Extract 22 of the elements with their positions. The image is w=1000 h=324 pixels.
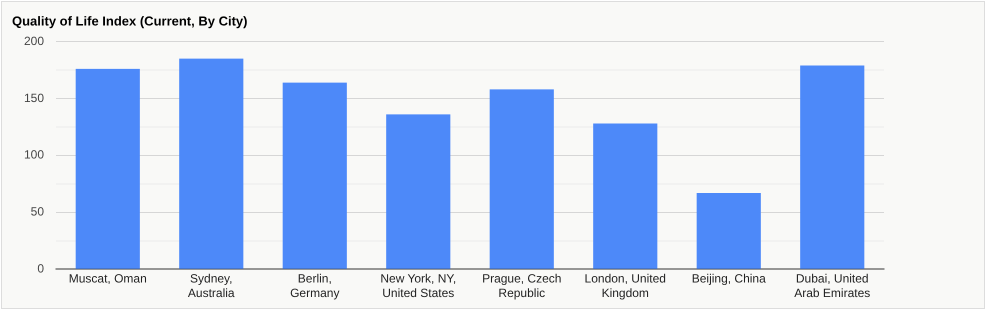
y-tick-label: 150	[24, 90, 44, 105]
bar	[696, 192, 761, 269]
x-tick-label: Sydney, Australia	[188, 272, 235, 300]
bar	[386, 114, 450, 269]
x-tick-label: Prague, Czech Republic	[482, 272, 562, 300]
x-tick-label: New York, NY, United States	[380, 272, 456, 300]
y-tick-label: 0	[37, 262, 44, 276]
x-tick-label: London, United Kingdom	[584, 272, 666, 300]
bar	[76, 68, 140, 269]
y-tick-label: 50	[30, 204, 44, 219]
x-tick-label: Dubai, United Arab Emirates	[794, 272, 870, 300]
x-tick-label: Berlin, Germany	[290, 272, 340, 300]
x-tick-label: Muscat, Oman	[68, 272, 147, 286]
x-tick-label: Beijing, China	[692, 272, 766, 286]
chart-title: Quality of Life Index (Current, By City)	[12, 13, 248, 28]
bar	[800, 66, 864, 269]
bar	[593, 124, 658, 269]
bar	[179, 58, 244, 269]
y-tick-label: 100	[24, 148, 44, 162]
bar	[490, 89, 554, 269]
bar	[282, 82, 347, 269]
y-tick-label: 200	[24, 34, 44, 48]
